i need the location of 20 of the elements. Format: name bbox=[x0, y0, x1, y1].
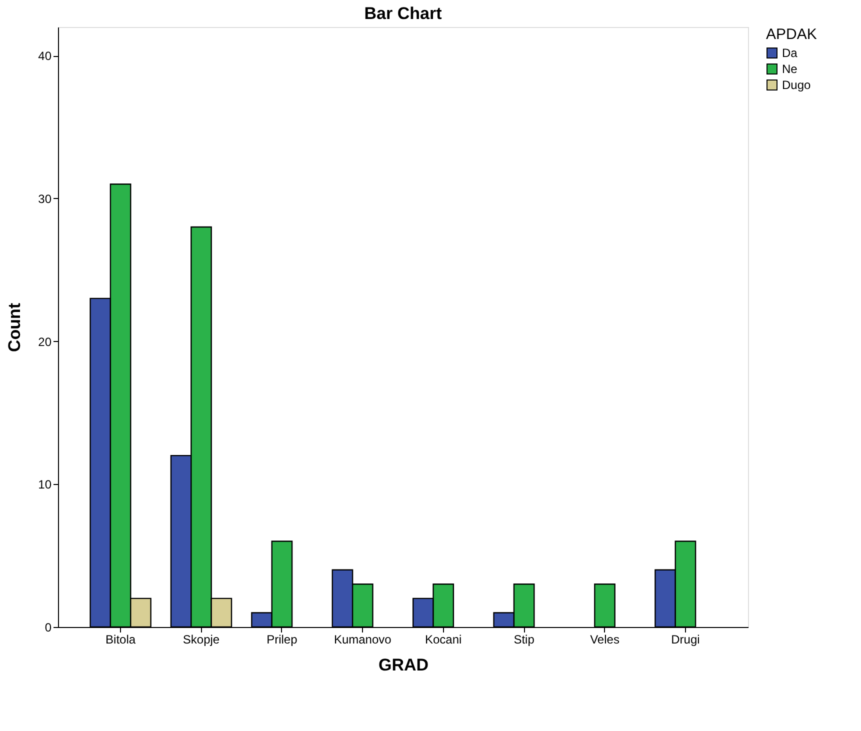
legend-label: Dugo bbox=[782, 78, 812, 92]
y-tick-label: 10 bbox=[38, 478, 52, 492]
y-tick-label: 30 bbox=[38, 192, 52, 206]
chart-title: Bar Chart bbox=[364, 4, 442, 23]
y-tick-label: 40 bbox=[38, 49, 52, 64]
legend-title: APDAK bbox=[766, 26, 817, 43]
x-tick-label: Stip bbox=[514, 632, 535, 646]
x-axis-title: GRAD bbox=[378, 656, 429, 674]
x-tick-label: Prilep bbox=[266, 632, 298, 646]
legend-label: Da bbox=[782, 46, 798, 60]
y-tick-label: 20 bbox=[38, 334, 52, 349]
x-tick-label: Skopje bbox=[182, 632, 220, 646]
x-tick-label: Kocani bbox=[425, 632, 462, 646]
y-axis-title: Count bbox=[5, 302, 24, 352]
y-tick-label: 0 bbox=[44, 620, 52, 634]
x-tick-label: Veles bbox=[590, 632, 620, 646]
x-tick-label: Kumanovo bbox=[334, 632, 392, 646]
legend-label: Ne bbox=[782, 62, 798, 76]
x-tick-label: Drugi bbox=[671, 632, 700, 646]
x-tick-label: Bitola bbox=[106, 632, 136, 646]
